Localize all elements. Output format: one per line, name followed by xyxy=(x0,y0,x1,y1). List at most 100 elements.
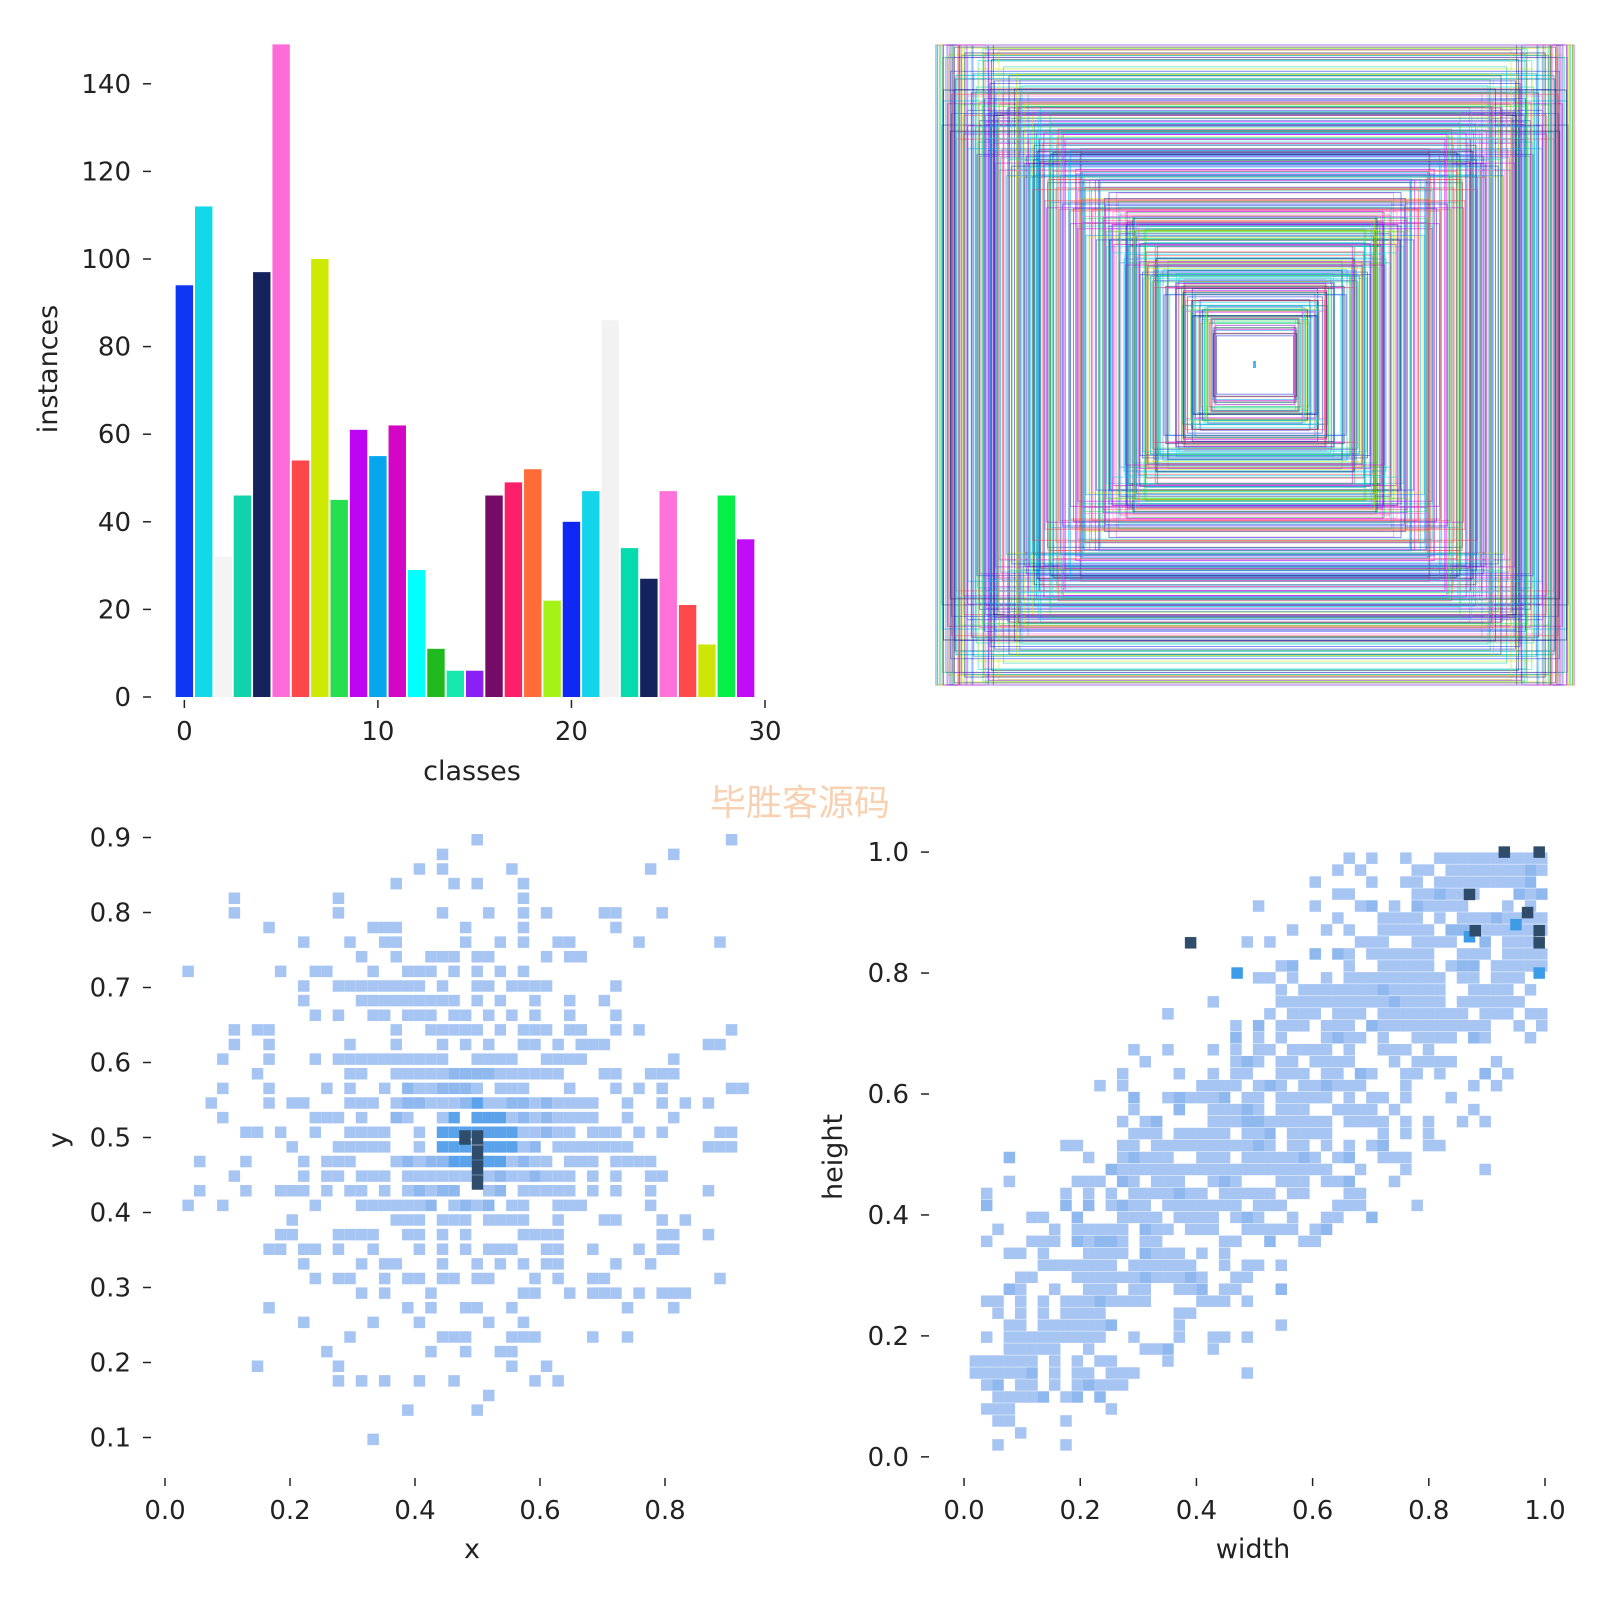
heatmap-cell xyxy=(1230,1079,1242,1092)
heatmap-cell xyxy=(1445,1008,1457,1020)
heatmap-cell xyxy=(367,1097,379,1109)
heatmap-cell xyxy=(1139,1235,1152,1248)
heatmap-cell xyxy=(1400,1115,1412,1128)
heatmap-cell xyxy=(1207,1103,1220,1116)
heatmap-cell xyxy=(1218,1283,1231,1295)
heatmap-cell xyxy=(494,1068,507,1080)
heatmap-cell xyxy=(1309,1163,1321,1176)
heatmap-cell xyxy=(563,994,576,1007)
box-outline xyxy=(1137,255,1373,475)
heatmap-cell xyxy=(1218,1199,1231,1212)
heatmap-cell xyxy=(668,1302,680,1314)
xtick-label: 30 xyxy=(748,717,781,747)
heatmap-cell xyxy=(610,1082,622,1095)
heatmap-cell xyxy=(471,965,483,978)
heatmap-cell xyxy=(436,1155,449,1168)
box-outline xyxy=(1119,206,1391,524)
box-outline xyxy=(1050,159,1460,571)
heatmap-cell xyxy=(1456,912,1469,924)
heatmap-cell xyxy=(1241,1187,1254,1200)
heatmap-cell xyxy=(552,1199,564,1212)
heatmap-cell xyxy=(413,1155,426,1168)
heatmap-cell xyxy=(402,1009,414,1021)
heatmap-cell xyxy=(483,1185,495,1197)
heatmap-cell xyxy=(1320,1127,1333,1140)
heatmap-cell xyxy=(1286,1091,1299,1104)
heatmap-cell xyxy=(679,1214,692,1226)
heatmap-cell xyxy=(1422,1032,1435,1044)
heatmap-cell xyxy=(506,980,518,992)
heatmap-cell xyxy=(402,1082,414,1095)
heatmap-cell xyxy=(494,994,507,1007)
heatmap-cell xyxy=(355,1185,368,1197)
heatmap-cell xyxy=(1252,900,1265,912)
heatmap-cell xyxy=(193,1155,206,1168)
heatmap-cell xyxy=(494,965,507,978)
heatmap-cell xyxy=(1422,888,1435,900)
heatmap-cell xyxy=(552,1141,564,1153)
heatmap-cell xyxy=(1264,1151,1276,1164)
heatmap-cell xyxy=(1207,1139,1220,1152)
heatmap-cell xyxy=(610,1068,622,1080)
heatmap-cell xyxy=(1275,960,1287,972)
heatmap-cell xyxy=(1343,1055,1355,1068)
heatmap-cell xyxy=(552,1068,564,1080)
heatmap-cell xyxy=(1524,960,1537,972)
heatmap-cell xyxy=(1116,1115,1129,1128)
box-overlay-group xyxy=(935,44,1575,686)
heatmap-cell xyxy=(1060,1439,1072,1451)
heatmap-cell xyxy=(1479,936,1491,948)
heatmap-cell xyxy=(1309,876,1321,888)
heatmap-cell xyxy=(1003,1175,1016,1188)
heatmap-cell xyxy=(402,1097,414,1109)
heatmap-cell xyxy=(1286,1163,1299,1176)
heatmap-cell xyxy=(1366,1115,1378,1128)
heatmap-cell xyxy=(552,1126,564,1138)
heatmap-cell xyxy=(1105,1199,1118,1212)
heatmap-cell xyxy=(1298,1163,1310,1176)
heatmap-cell xyxy=(1139,1055,1152,1068)
heatmap-cell xyxy=(367,1433,379,1446)
heatmap-cell xyxy=(448,1214,460,1226)
heatmap-cell xyxy=(321,1345,333,1358)
box-outline xyxy=(1003,115,1507,615)
heatmap-cell xyxy=(251,1360,264,1372)
heatmap-cell xyxy=(506,1155,518,1168)
heatmap-cell xyxy=(1320,996,1333,1008)
heatmap-cell xyxy=(378,1170,391,1182)
heatmap-cell xyxy=(1116,1151,1129,1164)
heatmap-cell xyxy=(471,1053,483,1065)
heatmap-cell xyxy=(1264,1187,1276,1200)
heatmap-cell xyxy=(1286,1115,1299,1128)
heatmap-cell xyxy=(1456,996,1469,1008)
heatmap-cell xyxy=(1014,1379,1027,1391)
heatmap-cell xyxy=(1377,960,1389,972)
heatmap-cell xyxy=(309,965,322,978)
heatmap-cell xyxy=(309,1126,322,1138)
heatmap-cell xyxy=(1309,1235,1321,1248)
heatmap-cell xyxy=(1377,948,1389,960)
heatmap-cell xyxy=(1082,1151,1095,1164)
heatmap-cell xyxy=(1094,1307,1106,1319)
heatmap-cell xyxy=(1513,960,1525,972)
heatmap-cell xyxy=(1456,948,1469,960)
heatmap-cell xyxy=(1479,912,1491,924)
heatmap-cell xyxy=(1264,972,1276,984)
heatmap-cell xyxy=(217,1111,229,1124)
heatmap-cell xyxy=(1207,1163,1220,1176)
heatmap-cell xyxy=(1048,1367,1061,1379)
heatmap-cell xyxy=(390,1214,402,1226)
heatmap-cell xyxy=(587,1111,599,1124)
heatmap-cell xyxy=(367,1053,379,1065)
heatmap-cell xyxy=(483,1141,495,1153)
heatmap-cell xyxy=(1252,1115,1265,1128)
heatmap-cell xyxy=(1139,1223,1152,1236)
heatmap-cell xyxy=(1014,1247,1027,1260)
heatmap-cell xyxy=(1003,1283,1016,1295)
heatmap-cell xyxy=(633,1082,645,1095)
heatmap-cell xyxy=(1445,888,1457,900)
heatmap-cell xyxy=(1354,864,1367,876)
heatmap-cell xyxy=(610,980,622,992)
heatmap-cell xyxy=(621,1111,634,1124)
heatmap-cell xyxy=(517,1024,530,1036)
